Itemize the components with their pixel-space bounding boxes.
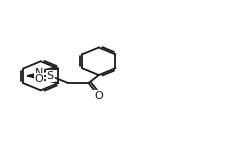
Text: O: O	[35, 74, 43, 84]
Text: N: N	[35, 68, 43, 78]
Text: O: O	[94, 91, 103, 101]
Text: S: S	[46, 71, 54, 81]
